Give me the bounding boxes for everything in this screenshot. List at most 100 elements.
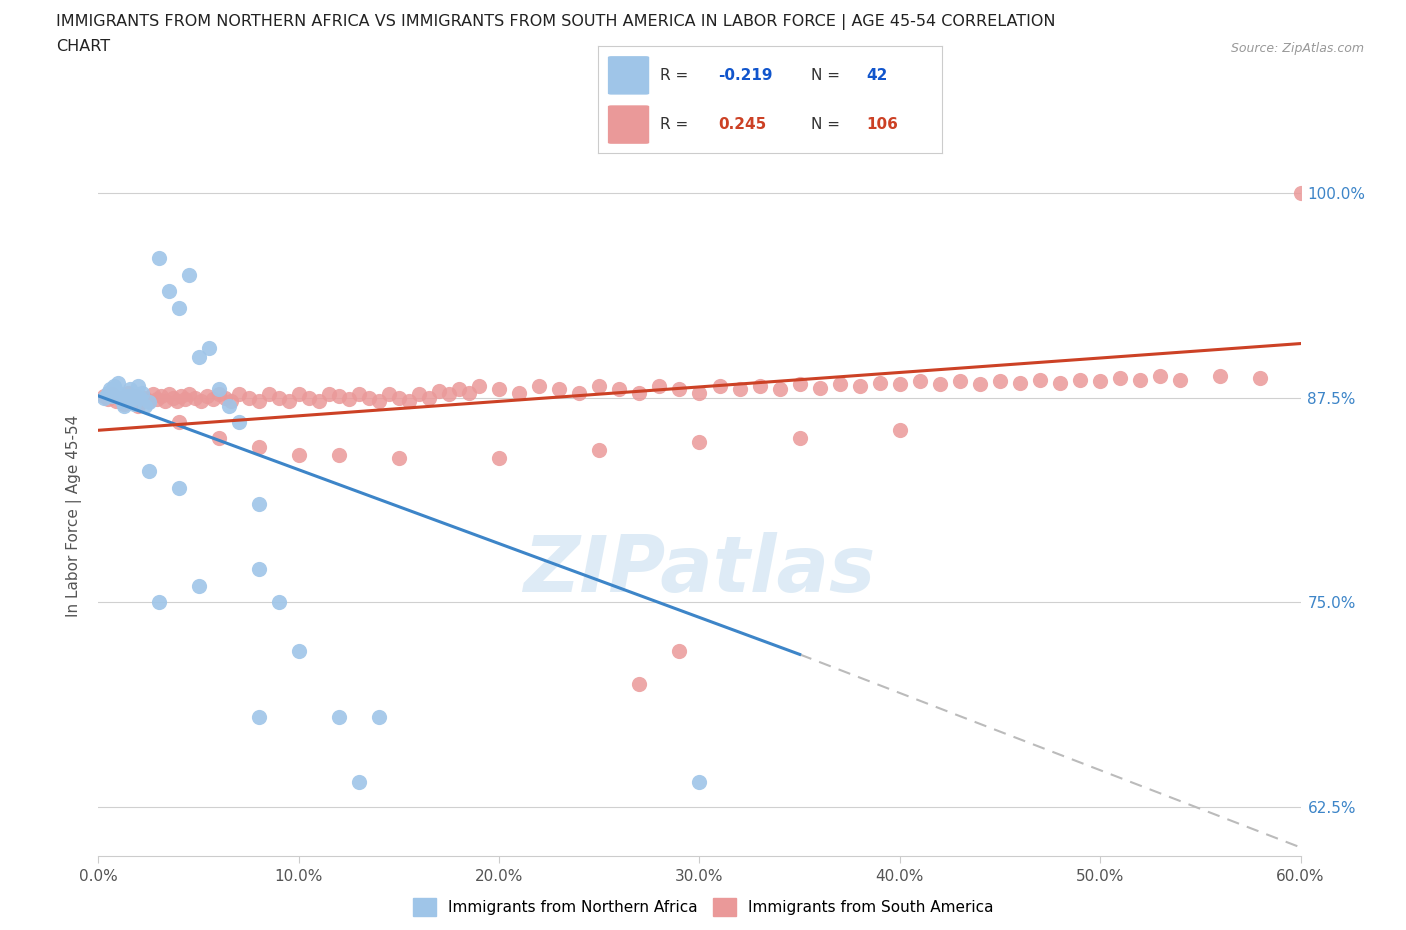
- Legend: Immigrants from Northern Africa, Immigrants from South America: Immigrants from Northern Africa, Immigra…: [406, 892, 1000, 923]
- Point: [1250, 370, 1272, 385]
- Point: [110, 390, 132, 405]
- Point: [238, 390, 260, 405]
- Point: [114, 398, 136, 413]
- Point: [869, 376, 891, 391]
- Point: [97, 385, 120, 400]
- Point: [437, 387, 460, 402]
- Point: [100, 382, 122, 397]
- Point: [929, 377, 952, 392]
- Point: [177, 268, 200, 283]
- Point: [124, 397, 146, 412]
- Point: [228, 415, 250, 430]
- Point: [138, 464, 160, 479]
- Point: [789, 377, 811, 392]
- Point: [167, 300, 190, 315]
- Point: [488, 451, 510, 466]
- Point: [145, 392, 167, 406]
- Point: [247, 393, 270, 408]
- Point: [328, 389, 350, 404]
- Point: [318, 387, 340, 402]
- Point: [849, 379, 872, 393]
- Point: [93, 389, 115, 404]
- Point: [1149, 369, 1171, 384]
- Point: [468, 379, 491, 393]
- Text: R =: R =: [659, 117, 688, 132]
- Point: [187, 578, 209, 593]
- Point: [208, 382, 231, 397]
- Point: [183, 390, 205, 405]
- Point: [167, 415, 190, 430]
- Point: [728, 382, 751, 397]
- Point: [247, 497, 270, 512]
- Point: [668, 644, 690, 658]
- Point: [328, 447, 350, 462]
- Point: [218, 398, 240, 413]
- Point: [308, 393, 330, 408]
- Text: 106: 106: [866, 117, 898, 132]
- Point: [148, 251, 170, 266]
- Y-axis label: In Labor Force | Age 45-54: In Labor Force | Age 45-54: [66, 415, 83, 618]
- Point: [117, 389, 139, 404]
- Point: [828, 377, 851, 392]
- Point: [668, 382, 690, 397]
- Point: [128, 379, 150, 393]
- Point: [121, 392, 143, 406]
- Point: [488, 382, 510, 397]
- Point: [187, 349, 209, 364]
- Point: [508, 385, 530, 400]
- Text: 42: 42: [866, 68, 887, 83]
- Point: [195, 389, 218, 404]
- Point: [107, 376, 129, 391]
- Point: [288, 447, 311, 462]
- Point: [1049, 376, 1071, 391]
- Point: [125, 387, 148, 402]
- Point: [101, 387, 124, 402]
- Point: [153, 393, 176, 408]
- Point: [368, 393, 391, 408]
- Point: [568, 385, 591, 400]
- Point: [111, 393, 134, 408]
- Point: [357, 390, 380, 405]
- Point: [447, 382, 470, 397]
- Point: [208, 387, 231, 402]
- Text: N =: N =: [811, 117, 841, 132]
- Point: [648, 379, 671, 393]
- Point: [588, 443, 610, 458]
- Point: [949, 374, 972, 389]
- Point: [134, 390, 156, 405]
- Point: [337, 392, 360, 406]
- Point: [588, 379, 610, 393]
- Text: ZIPatlas: ZIPatlas: [523, 533, 876, 608]
- Point: [288, 644, 311, 658]
- Point: [121, 392, 143, 406]
- Point: [347, 387, 370, 402]
- Point: [134, 398, 156, 413]
- Point: [105, 383, 128, 398]
- Point: [347, 775, 370, 790]
- Point: [177, 387, 200, 402]
- Point: [288, 387, 311, 402]
- Point: [609, 382, 631, 397]
- Point: [889, 377, 911, 392]
- Point: [101, 389, 124, 404]
- Point: [1209, 369, 1232, 384]
- Point: [214, 390, 236, 405]
- Point: [110, 387, 132, 402]
- Point: [257, 387, 280, 402]
- Point: [167, 480, 190, 495]
- Text: CHART: CHART: [56, 39, 110, 54]
- Point: [1069, 372, 1091, 387]
- Point: [1109, 370, 1132, 385]
- Point: [162, 390, 184, 405]
- Point: [128, 398, 150, 413]
- Point: [267, 390, 290, 405]
- Point: [388, 451, 411, 466]
- Text: R =: R =: [659, 68, 688, 83]
- Point: [247, 562, 270, 577]
- Point: [398, 393, 420, 408]
- Point: [689, 775, 711, 790]
- Point: [709, 379, 731, 393]
- Point: [1289, 186, 1312, 201]
- Point: [138, 393, 160, 408]
- Point: [190, 393, 212, 408]
